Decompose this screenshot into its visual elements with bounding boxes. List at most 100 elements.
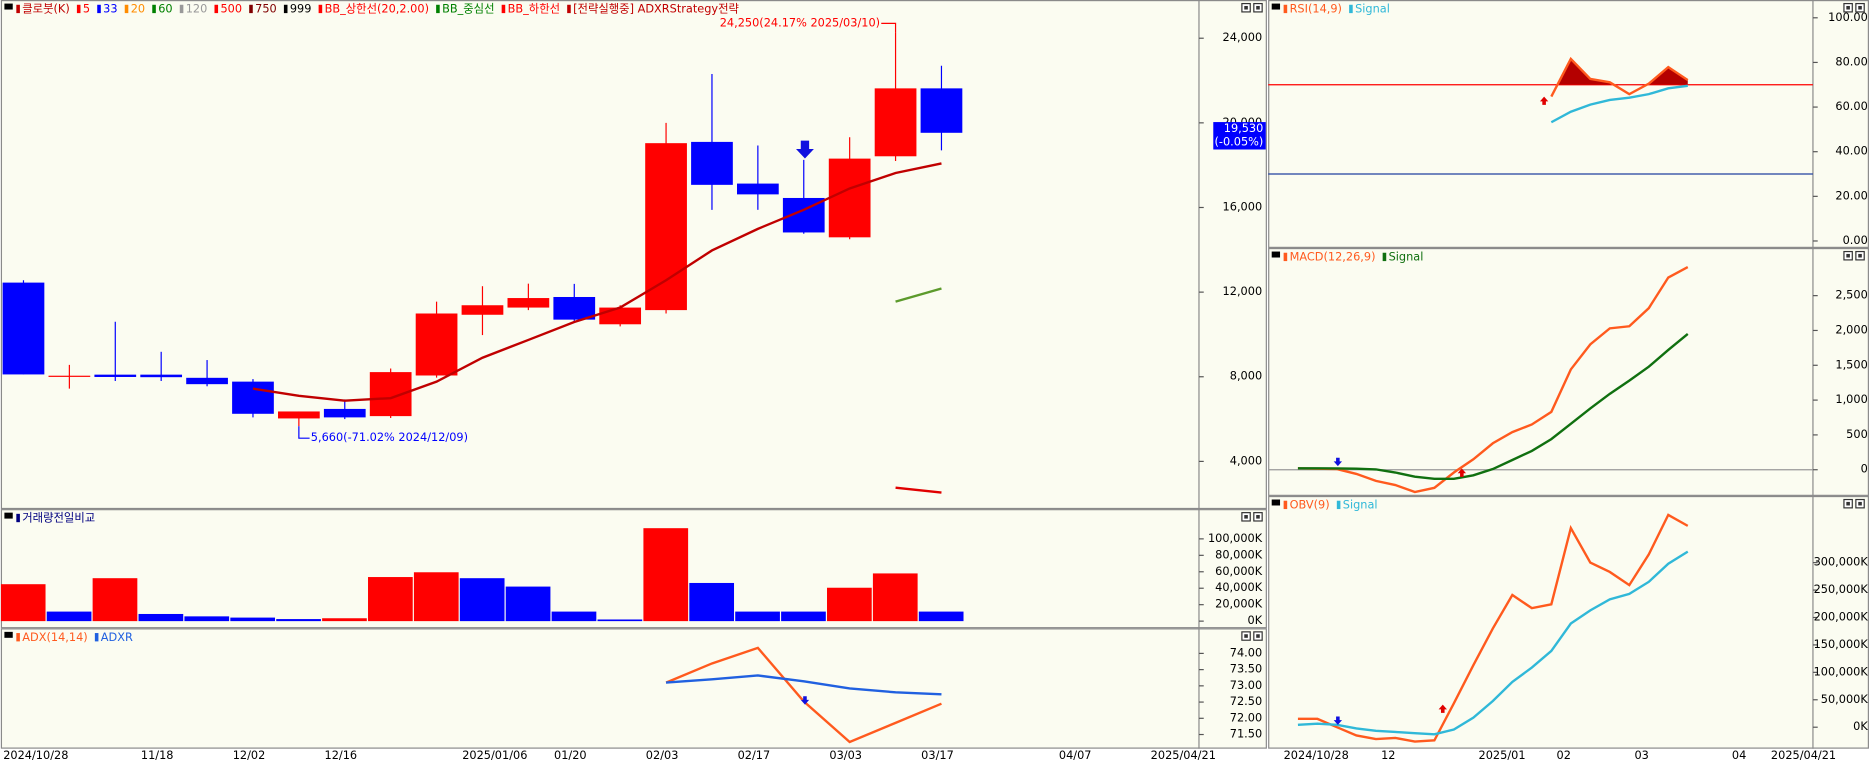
legend-label: MACD(12,26,9)	[1290, 250, 1376, 264]
legend-label: Signal	[1389, 250, 1424, 264]
candle-body	[737, 183, 779, 195]
volume-bar	[46, 611, 92, 622]
overbought-area	[1551, 58, 1688, 85]
indicator-line	[252, 162, 942, 402]
panel-button-icon	[1846, 501, 1850, 506]
legend-swatch	[1283, 4, 1288, 14]
y-tick-label: 16,000	[1223, 199, 1263, 213]
series-line	[1297, 513, 1689, 743]
y-tick-label: 300,000K	[1814, 555, 1869, 569]
candle-body	[461, 305, 504, 315]
y-tick-label: 0.00	[1843, 233, 1868, 247]
series-line	[1297, 266, 1689, 494]
x-tick-label: 03	[1634, 748, 1648, 762]
candle-body	[278, 411, 320, 419]
legend-swatch	[436, 4, 440, 14]
y-tick-label: 250,000K	[1814, 582, 1869, 596]
y-tick-label: 0	[1861, 462, 1868, 476]
candle-body	[645, 143, 687, 311]
candle-body	[874, 88, 917, 157]
legend-label: 클로붓(K)	[22, 2, 69, 16]
legend-label: Signal	[1355, 2, 1390, 16]
x-tick-label: 12/02	[233, 748, 266, 762]
y-tick-label: 2,000	[1835, 322, 1867, 336]
legend-label: BB_하한선	[508, 2, 560, 16]
x-tick-label: 02/17	[738, 748, 771, 762]
legend-swatch	[94, 633, 99, 642]
legend-label: 750	[255, 2, 277, 16]
y-tick-label: 72.00	[1230, 710, 1262, 724]
y-tick-label: 20.00	[1835, 188, 1867, 202]
candle-body	[2, 282, 45, 375]
y-tick-label: 40.00	[1835, 144, 1867, 158]
price-label: 19,530	[1224, 121, 1264, 135]
annotation-leader	[881, 22, 897, 33]
volume-bar	[597, 619, 643, 622]
legend-swatch	[152, 4, 156, 14]
volume-bar	[459, 578, 505, 622]
indicator-line	[895, 287, 942, 303]
indicator-line	[895, 486, 942, 494]
volume-bar	[230, 617, 276, 622]
legend-swatch	[1283, 500, 1288, 510]
annotation-leader	[298, 426, 310, 439]
panel-button-icon	[1256, 634, 1260, 638]
y-tick-label: 71.50	[1230, 727, 1262, 741]
volume-bar	[781, 611, 826, 622]
volume-bar	[322, 618, 367, 622]
candle-body	[599, 307, 642, 325]
legend-label: BB_중심선	[442, 2, 494, 16]
candle-body	[553, 296, 596, 320]
plot	[1268, 56, 1813, 175]
y-tick-label: 50,000K	[1821, 692, 1869, 706]
panel-marker	[4, 3, 13, 10]
volume-bar	[827, 587, 872, 622]
legend-label: OBV(9)	[1290, 497, 1330, 511]
x-tick-label: 11/18	[141, 748, 174, 762]
price-change: (-0.05%)	[1214, 134, 1263, 148]
y-tick-label: 0K	[1248, 613, 1263, 627]
panel-button-icon	[1846, 5, 1850, 10]
legend-swatch	[214, 4, 219, 14]
panel-button-icon	[1858, 501, 1862, 506]
legend-swatch	[76, 4, 81, 14]
x-tick-label: 03/03	[829, 748, 862, 762]
volume-bar	[551, 611, 597, 622]
candle-body	[691, 141, 733, 185]
sell-arrow	[1333, 716, 1343, 725]
y-tick-label: 80,000K	[1215, 547, 1263, 561]
legend-swatch	[501, 4, 506, 14]
candle-body	[232, 381, 274, 414]
volume-bar	[138, 613, 184, 622]
sell-arrow	[1333, 457, 1343, 467]
x-tick-label: 12	[1381, 748, 1395, 762]
y-tick-label: 1,500	[1835, 357, 1867, 371]
y-tick-label: 74.00	[1230, 645, 1262, 659]
legend-swatch	[249, 4, 253, 14]
legend-label: 33	[103, 2, 117, 16]
legend-label: 60	[158, 2, 172, 16]
legend-label: 500	[220, 2, 242, 16]
y-tick-label: 73.50	[1230, 662, 1262, 676]
buy-arrow	[1457, 468, 1467, 477]
legend-swatch	[1382, 252, 1387, 262]
legend-label: 120	[186, 2, 208, 16]
panel-marker	[4, 631, 13, 638]
volume-bar	[735, 611, 780, 622]
volume-bar	[505, 586, 551, 622]
candle-body	[94, 374, 137, 377]
panel-button-icon	[1244, 5, 1248, 10]
x-tick-label: 2025/01/06	[462, 748, 527, 762]
x-tick-label: 12/16	[325, 748, 358, 762]
volume-bar	[918, 611, 964, 622]
panel-button-icon	[1858, 5, 1862, 10]
y-tick-label: 100.00	[1828, 10, 1868, 24]
x-tick-label: 04/07	[1059, 748, 1092, 762]
candle-body	[828, 158, 871, 238]
sell-arrow	[796, 140, 814, 159]
x-tick-label: 2025/04/21	[1151, 748, 1216, 762]
y-tick-label: 72.50	[1230, 694, 1262, 708]
candle-body	[920, 88, 963, 133]
